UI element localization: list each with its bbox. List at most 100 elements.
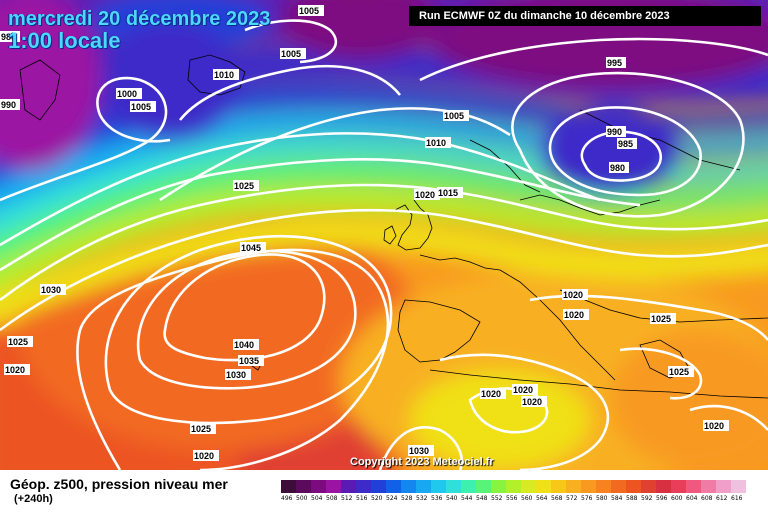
legend-swatch: 592	[641, 480, 656, 502]
isobar-label: 1020	[563, 290, 583, 300]
color-scale-legend: 496 500 504 508 512 516 520 524 528 532 536 540 544 5…	[281, 480, 746, 502]
legend-value: 532	[416, 495, 428, 502]
isobar-label-bg	[562, 289, 588, 300]
isobar-label: 1005	[299, 6, 319, 16]
isobar-label: 1005	[131, 102, 151, 112]
legend-swatch: 548	[476, 480, 491, 502]
legend-swatch: 556	[506, 480, 521, 502]
legend-swatch: 520	[371, 480, 386, 502]
legend-swatch: 508	[326, 480, 341, 502]
isobar-label-bg	[233, 180, 259, 191]
isobar-label: 985	[1, 32, 16, 42]
isobar-labels: 1005 1005 1010 1000 1005 995 1005 990 985 980 1010…	[0, 5, 729, 461]
coastlines	[19, 54, 768, 399]
legend-value: 608	[701, 495, 713, 502]
isobar-label: 1030	[409, 446, 429, 456]
isobar-label-bg	[521, 396, 547, 407]
isobar-label-bg	[703, 420, 729, 431]
legend-value: 592	[641, 495, 653, 502]
isobar-label: 1020	[481, 389, 501, 399]
geopotential-field	[0, 0, 768, 470]
legend-value: 588	[626, 495, 638, 502]
legend-swatch: 612	[716, 480, 731, 502]
isobar-label: 980	[610, 163, 625, 173]
isobar-label-bg	[606, 126, 626, 137]
legend-swatch: 524	[386, 480, 401, 502]
isobar-label-bg	[563, 309, 589, 320]
legend-value: 508	[326, 495, 338, 502]
isobar-label-bg	[0, 31, 20, 42]
isobar-label: 1020	[5, 365, 25, 375]
isobar-label: 1045	[241, 243, 261, 253]
isobar-label-bg	[606, 57, 626, 68]
isobar-label: 1020	[194, 451, 214, 461]
isobar-label-bg	[190, 423, 216, 434]
isobar-label: 1025	[234, 181, 254, 191]
legend-swatch: 604	[686, 480, 701, 502]
isobar-label: 1040	[234, 340, 254, 350]
legend-swatch: 496	[281, 480, 296, 502]
isobar-label-bg	[617, 138, 637, 149]
isobar-label-bg	[443, 110, 469, 121]
isobar-label: 1000	[117, 89, 137, 99]
forecast-valid-time: mercredi 20 décembre 2023 1:00 locale	[8, 8, 270, 52]
legend-value: 584	[611, 495, 623, 502]
forecast-date: mercredi 20 décembre 2023	[8, 8, 271, 30]
legend-value: 600	[671, 495, 683, 502]
isobar-label: 1020	[564, 310, 584, 320]
isobar-label-bg	[238, 355, 264, 366]
legend-swatch: 532	[416, 480, 431, 502]
isobar-label: 1015	[438, 188, 458, 198]
legend-value: 536	[431, 495, 443, 502]
legend-value: 512	[341, 495, 353, 502]
legend-swatch: 528	[401, 480, 416, 502]
legend-swatch: 572	[566, 480, 581, 502]
legend-value: 604	[686, 495, 698, 502]
legend-value: 548	[476, 495, 488, 502]
isobar-label: 1005	[444, 111, 464, 121]
legend-value: 544	[461, 495, 473, 502]
isobar-label-bg	[650, 313, 676, 324]
isobar-label-bg	[609, 162, 629, 173]
legend-value: 556	[506, 495, 518, 502]
legend-value: 580	[596, 495, 608, 502]
legend-value: 496	[281, 495, 293, 502]
legend-swatch: 512	[341, 480, 356, 502]
legend-swatch: 504	[311, 480, 326, 502]
model-run-label: Run ECMWF 0Z du dimanche 10 décembre 202…	[409, 6, 761, 26]
isobar-label-bg	[193, 450, 219, 461]
legend-swatch: 600	[671, 480, 686, 502]
isobar-label: 985	[618, 139, 633, 149]
isobar-label: 1010	[426, 138, 446, 148]
isobar-label-bg	[414, 189, 440, 200]
isobar-label-bg	[668, 366, 694, 377]
legend-value: 504	[311, 495, 323, 502]
map-footer: Géop. z500, pression niveau mer (+240h) …	[0, 470, 768, 512]
isobar-label-bg	[408, 445, 434, 456]
legend-swatch: 576	[581, 480, 596, 502]
forecast-local-time: 1:00 locale	[8, 28, 121, 53]
isobar-label: 1020	[704, 421, 724, 431]
isobar-label: 1035	[239, 356, 259, 366]
isobar-label-bg	[7, 336, 33, 347]
legend-swatch: 544	[461, 480, 476, 502]
isobar-label-bg	[240, 242, 266, 253]
legend-swatch: 584	[611, 480, 626, 502]
isobar-label: 990	[1, 100, 16, 110]
legend-swatch: 552	[491, 480, 506, 502]
legend-value: 568	[551, 495, 563, 502]
legend-swatch: 564	[536, 480, 551, 502]
isobar-label: 995	[607, 58, 622, 68]
legend-value: 500	[296, 495, 308, 502]
isobar-label-bg	[425, 137, 451, 148]
legend-value: 572	[566, 495, 578, 502]
isobar-label-bg	[213, 69, 239, 80]
legend-value: 524	[386, 495, 398, 502]
isobar-label-bg	[0, 99, 20, 110]
legend-swatch: 580	[596, 480, 611, 502]
weather-map: 1005 1005 1010 1000 1005 995 1005 990 985 980 1010…	[0, 0, 768, 470]
legend-value: 560	[521, 495, 533, 502]
legend-swatch: 596	[656, 480, 671, 502]
isobar-label: 1020	[415, 190, 435, 200]
legend-value: 520	[371, 495, 383, 502]
